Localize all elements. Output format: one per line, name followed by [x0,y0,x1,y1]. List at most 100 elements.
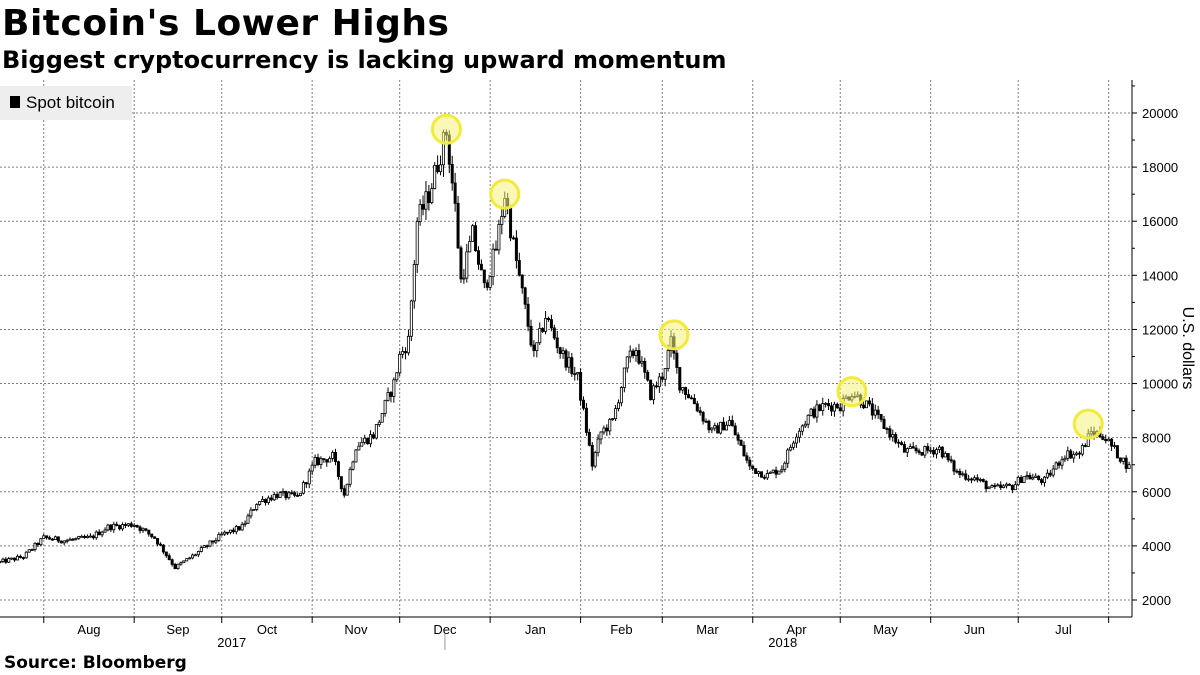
candle-body [1016,476,1020,486]
candle [293,490,297,498]
candle [68,537,72,541]
candle-body [964,473,968,480]
candle-body [299,492,303,497]
candle [13,557,17,562]
candle-body [1060,459,1064,466]
candle-body [427,191,431,204]
candle [999,481,1003,490]
candle [993,482,997,490]
candle-body [316,457,320,465]
candle [339,476,343,493]
candle-body [392,379,396,397]
candle-body [196,551,200,556]
candle [867,397,871,407]
candle-body [999,484,1003,488]
candle-body [978,479,982,481]
candle [742,441,746,457]
candle-body [10,557,14,560]
candle-body [570,357,574,375]
candle-body [386,392,390,401]
candle-body [800,425,804,432]
candle-body [1115,445,1119,459]
candle-body [794,436,798,444]
candle [45,535,49,540]
candle-body [334,452,338,463]
highlight-circle [1072,408,1104,440]
candle-body [100,531,104,536]
candle [418,199,422,226]
candle [0,560,2,564]
candle-body [544,318,548,332]
x-tick-label: May [873,622,898,637]
candle-body [304,482,308,485]
candle-body [940,446,944,458]
candle-body [730,420,734,427]
candle [59,540,63,544]
candle [83,534,87,539]
candle-body [354,449,358,463]
candle-body [590,444,594,467]
candle-body [436,164,440,173]
candle [792,440,796,450]
candle-body [564,350,568,368]
candle-body [479,263,483,271]
candle-body [488,276,492,288]
candle [4,557,8,564]
candle [794,433,798,448]
highlights-layer [430,113,1104,440]
candle-body [870,403,874,416]
candle [789,444,793,452]
candle [818,403,822,412]
candle-body [421,204,425,210]
candle-body [191,554,195,559]
chart-subtitle: Biggest cryptocurrency is lacking upward… [2,46,727,74]
candle [1002,484,1006,489]
candle [920,452,924,457]
candle [144,527,148,532]
candle-body [77,536,81,539]
candle [269,494,273,502]
candle-body [193,554,197,557]
candle [628,345,632,363]
candle-body [351,461,355,470]
candle [1112,441,1116,449]
candle [71,537,75,541]
candle-body [865,400,869,409]
candle [780,465,784,474]
candle-body [654,385,658,388]
candle [567,351,571,373]
candle-body [153,536,157,539]
candle-body [818,404,822,411]
candle-body [675,352,679,368]
candle [103,527,107,533]
candle-body [923,446,927,456]
candle-body [118,525,122,530]
candle [765,469,769,481]
candle-body [920,452,924,456]
candle-body [167,555,171,561]
candle [526,297,530,332]
candle [678,367,682,394]
candle-body [914,447,918,452]
candle-body [1051,468,1055,476]
candle [24,551,28,559]
candle-body [1118,457,1122,462]
candle-body [873,409,877,416]
y-tick-label: 14000 [1142,268,1178,283]
candle-body [619,387,623,404]
candle-body [742,445,746,457]
candle-body [716,425,720,434]
candle-body [532,344,536,352]
candle [453,172,457,212]
candle [158,542,162,547]
candle [421,195,425,216]
candle [374,424,378,440]
candle [882,415,886,430]
candle [147,529,151,537]
candle [316,453,320,467]
candle [722,417,726,431]
candle [914,444,918,454]
candle-body [430,188,434,204]
candle-body [18,555,22,558]
candle-body [424,191,428,210]
